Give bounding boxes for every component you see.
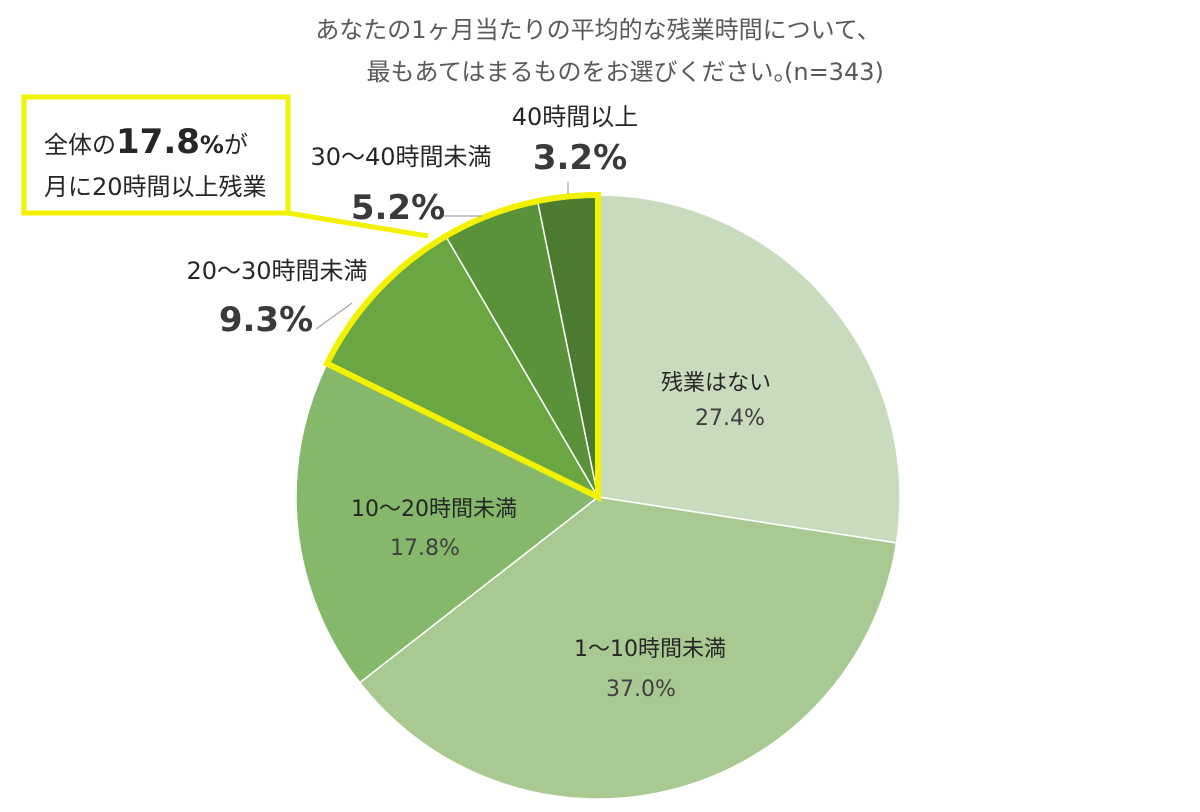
slice-value-3: 9.3% [219, 300, 313, 340]
pie-slice-1 [358, 496, 898, 800]
chart-title-line2: 最もあてはまるものをお選びください。 [366, 58, 797, 86]
slice-label-5: 40時間以上 [512, 103, 639, 131]
leader-line-3 [315, 302, 353, 330]
pie-slice-0 [597, 194, 901, 544]
slice-label-1: 1〜10時間未満 [574, 637, 726, 662]
callout-box [21, 94, 291, 216]
slice-value-0: 27.4% [695, 406, 765, 431]
slice-label-3: 20〜30時間未満 [186, 257, 367, 285]
chart-title-n: (n=343) [784, 58, 884, 86]
slice-label-2: 10〜20時間未満 [351, 497, 517, 522]
slice-value-1: 37.0% [606, 677, 676, 702]
callout-line1: 全体の17.8%が [44, 122, 248, 162]
slice-value-2: 17.8% [390, 536, 460, 561]
slice-value-5: 3.2% [533, 138, 627, 178]
highlight-outline [323, 191, 601, 502]
slice-label-4: 30〜40時間未満 [310, 143, 491, 171]
highlight-callout: 全体の17.8%が 月に20時間以上残業 [21, 94, 291, 216]
pie-slice-2 [295, 362, 600, 684]
slice-value-4: 5.2% [351, 188, 445, 228]
callout-connector [287, 210, 429, 239]
slice-label-0: 残業はない [661, 371, 771, 396]
callout-line2: 月に20時間以上残業 [44, 173, 267, 201]
chart-title-line1: あなたの1ヶ月当たりの平均的な残業時間について、 [315, 16, 880, 44]
